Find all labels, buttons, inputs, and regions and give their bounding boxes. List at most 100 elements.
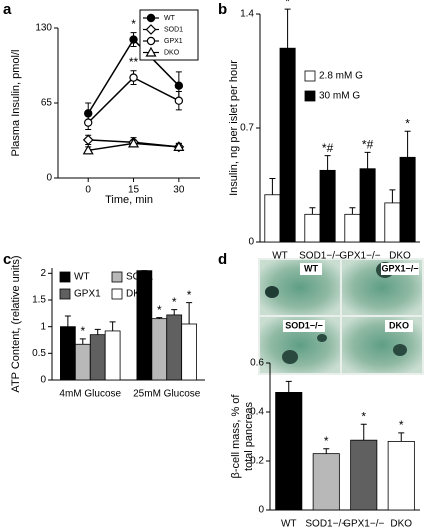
y-axis-label: ATP Content, (relative units) (10, 255, 22, 392)
bar (304, 213, 321, 243)
marker (129, 35, 138, 44)
marker (145, 24, 157, 35)
annotation: * (187, 288, 192, 302)
error-bar (64, 315, 71, 327)
x-tick-label: GPX1−/− (339, 251, 380, 262)
error-bar (323, 448, 330, 454)
legend-label: 30 mM G (319, 91, 360, 102)
legend-label: WT (74, 272, 90, 283)
bar (104, 330, 121, 381)
y-tick-label: 1 (40, 321, 46, 332)
x-tick-label: 4mM Glucose (59, 389, 121, 400)
x-tick-label: SOD1−/− (305, 519, 347, 530)
legend-swatch (59, 271, 71, 283)
marker (146, 36, 156, 46)
marker (174, 96, 184, 105)
bar (344, 213, 361, 243)
annotation: *# (322, 141, 334, 155)
error-bar (79, 338, 86, 345)
label-bg (283, 320, 325, 332)
bar (136, 270, 153, 381)
bar (275, 391, 303, 511)
y-tick-label: 0.4 (250, 407, 264, 418)
y-tick-label: 0 (248, 237, 254, 248)
islet (393, 344, 407, 356)
y-tick-label: 0 (46, 173, 52, 184)
error-bar (309, 207, 316, 215)
bar (384, 202, 401, 243)
x-tick-label: 30 (173, 185, 185, 196)
image-label: WT (304, 263, 318, 273)
error-bar (349, 207, 356, 215)
x-tick-label: 25mM Glucose (133, 389, 201, 400)
y-tick-label: 0 (258, 505, 264, 516)
bar (166, 314, 183, 381)
error-bar (360, 423, 367, 441)
marker (146, 13, 156, 23)
legend-swatch (111, 288, 123, 300)
error-bar (324, 155, 331, 171)
bar (350, 439, 378, 511)
bar (319, 169, 336, 243)
bar (387, 440, 415, 511)
error-bar (364, 151, 371, 169)
legend-label: SOD1 (126, 272, 154, 283)
annotation: * (324, 434, 329, 448)
legend-swatch (304, 90, 316, 102)
x-tick-label: WT (272, 251, 288, 262)
error-bar (109, 321, 116, 331)
error-bar (285, 380, 292, 393)
bar (359, 168, 376, 243)
marker (128, 137, 140, 148)
error-bar (171, 309, 178, 315)
islet (265, 286, 279, 298)
marker (174, 81, 184, 90)
marker (82, 144, 94, 155)
bar (181, 323, 197, 381)
legend-label: GPX1 (164, 38, 183, 45)
annotation: * (361, 409, 366, 423)
image-label: GPX1−/− (381, 263, 418, 273)
legend-swatch (59, 288, 71, 300)
marker (145, 46, 157, 57)
image-label: SOD1−/− (285, 320, 323, 330)
islet (282, 350, 298, 364)
annotation: * (80, 324, 85, 338)
y-tick-label: 65 (41, 98, 53, 109)
panel-letter: a (3, 1, 12, 18)
error-bar (94, 328, 101, 335)
error-bar (186, 302, 193, 324)
x-tick-label: 15 (128, 185, 140, 196)
error-bar (398, 432, 405, 442)
legend-label: DKO (164, 49, 180, 56)
y-tick-label: 0.7 (240, 123, 254, 134)
islet (317, 334, 327, 342)
bar (312, 453, 340, 511)
marker (84, 118, 93, 127)
panel-letter: d (218, 251, 227, 268)
error-bar (404, 130, 411, 158)
legend-label: GPX1 (74, 289, 101, 300)
y-tick-label: 2 (40, 268, 46, 279)
panel-letter: b (218, 1, 227, 18)
error-bar (284, 8, 291, 49)
y-tick-label: 1.5 (32, 295, 46, 306)
bar (60, 326, 76, 381)
y-axis-label: Insulin, ng per islet per hour (228, 60, 240, 196)
bar (74, 343, 91, 381)
bar (89, 334, 106, 381)
legend-label: DKO (126, 289, 148, 300)
x-tick-label: GPX1−/− (343, 519, 384, 530)
legend-label: 2.8 mM G (319, 71, 363, 82)
y-tick-label: 130 (35, 23, 52, 34)
annotation: * (157, 303, 162, 317)
y-axis-label: Plasma Insulin, pmol/l (10, 50, 22, 157)
y-tick-label: 0.6 (250, 358, 264, 369)
annotation: * (405, 116, 410, 130)
marker (129, 73, 138, 82)
error-bar (389, 189, 396, 203)
annotation: ** (129, 55, 139, 69)
legend-label: WT (164, 15, 176, 22)
image-label: DKO (389, 320, 409, 330)
